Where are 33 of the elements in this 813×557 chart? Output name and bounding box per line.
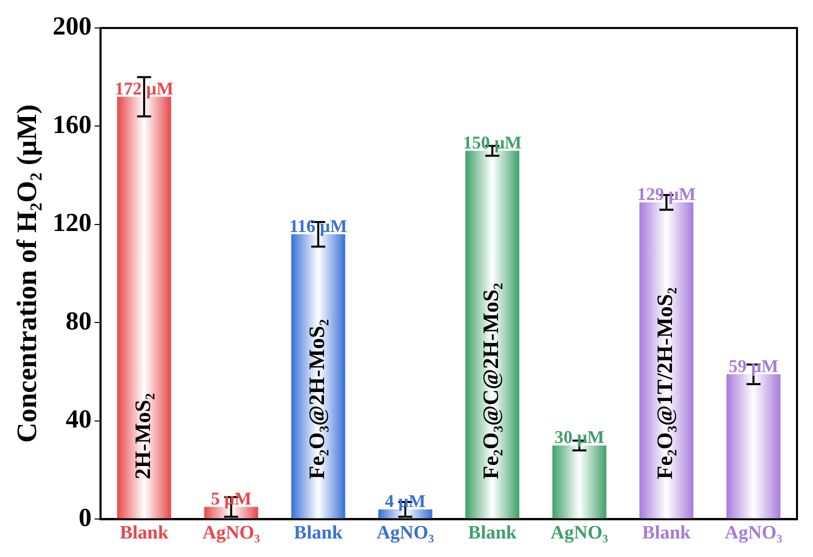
bar [552,446,606,519]
annotation: Fe₂O₃@1T/2H-MoS₂ [652,287,678,480]
bar [117,96,172,519]
y-tick-label: 120 [52,208,92,238]
annotation: Fe₂O₃@C@2H-MoS₂ [478,282,504,480]
bar [726,374,780,519]
bar [639,202,694,519]
y-tick-label: 160 [52,110,92,139]
data-label: 59 μM [728,356,778,376]
data-label: 4 μM [384,491,426,512]
data-label: 129 μM [637,184,696,204]
data-label: 30 μM [554,427,604,448]
x-tick-label: Blank [468,522,518,544]
bar [465,150,520,519]
x-tick-label: AgNO₃ [376,522,434,544]
y-tick-label: 0 [78,502,92,532]
data-label: 172 μM [114,78,174,98]
y-tick-label: 40 [66,404,92,434]
x-tick-label: AgNO₃ [202,522,260,544]
x-tick-label: AgNO₃ [724,522,782,544]
annotation: Fe₂O₃@2H-MoS₂ [304,318,329,480]
y-tick-label: 200 [52,12,92,41]
data-label: 150 μM [462,132,522,152]
x-tick-label: Blank [120,522,169,544]
data-label: 5 μM [210,488,252,509]
bar [291,234,346,519]
data-label: 116 μM [289,216,348,236]
x-tick-label: Blank [294,522,343,544]
y-axis-title: Concentration of H₂O₂ (μM) [12,104,44,443]
y-tick-label: 80 [66,306,92,336]
x-tick-label: Blank [642,522,692,544]
annotation: 2H-MoS₂ [130,392,155,480]
x-tick-label: AgNO₃ [550,522,608,544]
